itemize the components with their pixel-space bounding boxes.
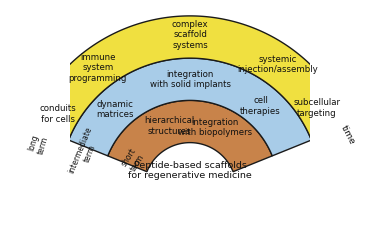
Text: conduits
for cells: conduits for cells: [40, 104, 77, 123]
Text: integration
with biopolymers: integration with biopolymers: [178, 117, 252, 137]
Text: long
term: long term: [27, 132, 51, 155]
Polygon shape: [108, 101, 272, 172]
Text: hierarchical
structures: hierarchical structures: [144, 116, 194, 135]
Text: intermediate
term: intermediate term: [66, 125, 103, 178]
Polygon shape: [68, 59, 312, 156]
Text: subcellular
targeting: subcellular targeting: [293, 98, 340, 117]
Text: time: time: [339, 124, 357, 146]
Text: integration
with solid implants: integration with solid implants: [149, 69, 231, 88]
Text: dynamic
matrices: dynamic matrices: [97, 100, 134, 119]
Text: immune
system
programming: immune system programming: [69, 53, 127, 82]
Text: systemic
injection/assembly: systemic injection/assembly: [238, 55, 318, 74]
Text: cell
therapies: cell therapies: [240, 96, 281, 115]
Text: complex
scaffold
systems: complex scaffold systems: [172, 20, 208, 50]
Text: short
term: short term: [120, 146, 147, 173]
Polygon shape: [29, 17, 351, 140]
Text: Peptide-based scaffolds
for regenerative medicine: Peptide-based scaffolds for regenerative…: [128, 160, 252, 179]
